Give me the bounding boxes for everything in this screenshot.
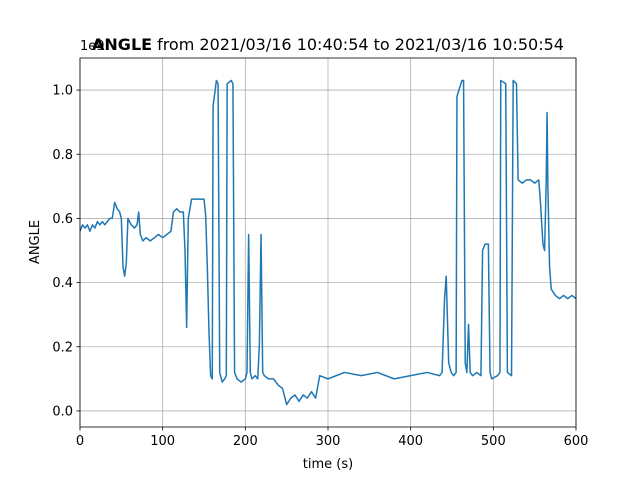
y-axis-label: ANGLE	[28, 220, 43, 264]
offset-text: 1e9	[80, 39, 105, 54]
x-tick-label: 200	[233, 434, 258, 449]
x-tick-label: 100	[150, 434, 175, 449]
x-tick-label: 0	[76, 434, 84, 449]
y-tick-label: 0.4	[52, 276, 73, 291]
y-tick-label: 0.8	[52, 148, 73, 163]
plot-area	[79, 79, 577, 406]
data-line	[79, 79, 577, 406]
x-tick-label: 600	[564, 434, 589, 449]
x-axis-label: time (s)	[303, 457, 353, 472]
x-tick-label: 400	[398, 434, 423, 449]
y-tick-label: 0.2	[52, 340, 73, 355]
y-tick-label: 1.0	[52, 84, 73, 99]
y-tick-label: 0.6	[52, 212, 73, 227]
x-tick-label: 500	[481, 434, 506, 449]
x-tick-label: 300	[316, 434, 341, 449]
chart-title: ANGLE from 2021/03/16 10:40:54 to 2021/03…	[92, 35, 564, 54]
grid	[79, 58, 577, 427]
y-tick-label: 0.0	[52, 404, 73, 419]
ticks: 0 100 200 300 400 500 600 0.0 0.2 0.4 0.6 0.8 1.0	[52, 84, 588, 449]
title-rest: from 2021/03/16 10:40:54 to 2021/03/16 1…	[157, 35, 564, 54]
title-name: ANGLE	[92, 35, 152, 54]
